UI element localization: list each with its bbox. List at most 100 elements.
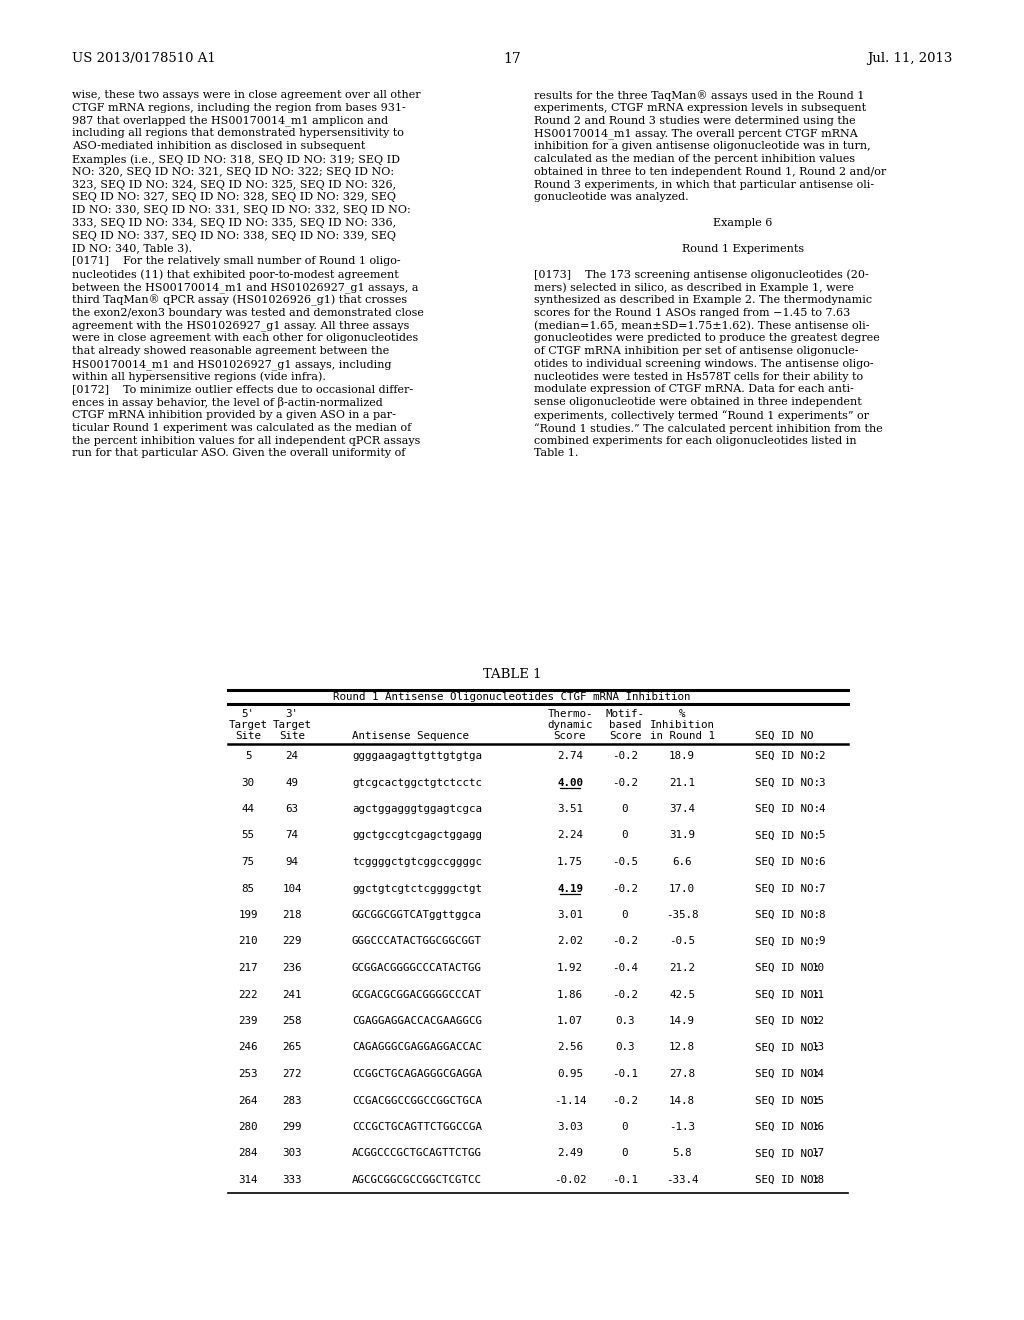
Text: gtcgcactggctgtctcctc: gtcgcactggctgtctcctc xyxy=(352,777,482,788)
Text: nucleotides (11) that exhibited poor-to-modest agreement: nucleotides (11) that exhibited poor-to-… xyxy=(72,269,398,280)
Text: CCGGCTGCAGAGGGCGAGGA: CCGGCTGCAGAGGGCGAGGA xyxy=(352,1069,482,1078)
Text: [0173]    The 173 screening antisense oligonucleotides (20-: [0173] The 173 screening antisense oligo… xyxy=(534,269,868,280)
Text: GGCGGCGGTCATggttggca: GGCGGCGGTCATggttggca xyxy=(352,909,482,920)
Text: nucleotides were tested in Hs578T cells for their ability to: nucleotides were tested in Hs578T cells … xyxy=(534,372,863,381)
Text: %: % xyxy=(679,709,685,719)
Text: 272: 272 xyxy=(283,1069,302,1078)
Text: 44: 44 xyxy=(242,804,255,814)
Text: were in close agreement with each other for oligonucleotides: were in close agreement with each other … xyxy=(72,333,418,343)
Text: 8: 8 xyxy=(818,909,825,920)
Text: 3.01: 3.01 xyxy=(557,909,583,920)
Text: SEQ ID NO:: SEQ ID NO: xyxy=(755,1175,820,1185)
Text: 222: 222 xyxy=(239,990,258,999)
Text: -0.2: -0.2 xyxy=(612,1096,638,1106)
Text: that already showed reasonable agreement between the: that already showed reasonable agreement… xyxy=(72,346,389,356)
Text: -35.8: -35.8 xyxy=(666,909,698,920)
Text: 283: 283 xyxy=(283,1096,302,1106)
Text: 7: 7 xyxy=(818,883,825,894)
Text: 94: 94 xyxy=(286,857,299,867)
Text: US 2013/0178510 A1: US 2013/0178510 A1 xyxy=(72,51,216,65)
Text: TABLE 1: TABLE 1 xyxy=(482,668,542,681)
Text: -0.4: -0.4 xyxy=(612,964,638,973)
Text: 6.6: 6.6 xyxy=(672,857,692,867)
Text: SEQ ID NO:: SEQ ID NO: xyxy=(755,777,820,788)
Text: 2.24: 2.24 xyxy=(557,830,583,841)
Text: Score: Score xyxy=(608,731,641,741)
Text: ticular Round 1 experiment was calculated as the median of: ticular Round 1 experiment was calculate… xyxy=(72,422,412,433)
Text: 210: 210 xyxy=(239,936,258,946)
Text: 15: 15 xyxy=(812,1096,825,1106)
Text: Score: Score xyxy=(554,731,587,741)
Text: 3.03: 3.03 xyxy=(557,1122,583,1133)
Text: Target: Target xyxy=(228,719,267,730)
Text: -0.2: -0.2 xyxy=(612,883,638,894)
Text: -0.2: -0.2 xyxy=(612,751,638,762)
Text: 4.19: 4.19 xyxy=(557,883,583,894)
Text: SEQ ID NO:: SEQ ID NO: xyxy=(755,1016,820,1026)
Text: 3': 3' xyxy=(286,709,299,719)
Text: 14.9: 14.9 xyxy=(669,1016,695,1026)
Text: 0: 0 xyxy=(622,909,629,920)
Text: Target: Target xyxy=(272,719,311,730)
Text: 217: 217 xyxy=(239,964,258,973)
Text: SEQ ID NO: 337, SEQ ID NO: 338, SEQ ID NO: 339, SEQ: SEQ ID NO: 337, SEQ ID NO: 338, SEQ ID N… xyxy=(72,231,396,240)
Text: 5.8: 5.8 xyxy=(672,1148,692,1159)
Text: 0: 0 xyxy=(622,830,629,841)
Text: 14.8: 14.8 xyxy=(669,1096,695,1106)
Text: 5': 5' xyxy=(242,709,255,719)
Text: Motif-: Motif- xyxy=(605,709,644,719)
Text: 323, SEQ ID NO: 324, SEQ ID NO: 325, SEQ ID NO: 326,: 323, SEQ ID NO: 324, SEQ ID NO: 325, SEQ… xyxy=(72,180,396,190)
Text: SEQ ID NO:: SEQ ID NO: xyxy=(755,1122,820,1133)
Text: 17: 17 xyxy=(812,1148,825,1159)
Text: Round 3 experiments, in which that particular antisense oli-: Round 3 experiments, in which that parti… xyxy=(534,180,874,190)
Text: combined experiments for each oligonucleotides listed in: combined experiments for each oligonucle… xyxy=(534,436,857,446)
Text: Round 1 Antisense Oligonucleotides CTGF mRNA Inhibition: Round 1 Antisense Oligonucleotides CTGF … xyxy=(333,692,691,702)
Text: 4.00: 4.00 xyxy=(557,777,583,788)
Text: 987 that overlapped the HS00170014_m1 amplicon and: 987 that overlapped the HS00170014_m1 am… xyxy=(72,116,388,127)
Text: SEQ ID NO: 327, SEQ ID NO: 328, SEQ ID NO: 329, SEQ: SEQ ID NO: 327, SEQ ID NO: 328, SEQ ID N… xyxy=(72,193,396,202)
Text: ggggaagagttgttgtgtga: ggggaagagttgttgtgtga xyxy=(352,751,482,762)
Text: 0.3: 0.3 xyxy=(615,1043,635,1052)
Text: Inhibition: Inhibition xyxy=(649,719,715,730)
Text: 9: 9 xyxy=(818,936,825,946)
Text: ACGGCCCGCTGCAGTTCTGG: ACGGCCCGCTGCAGTTCTGG xyxy=(352,1148,482,1159)
Text: mers) selected in silico, as described in Example 1, were: mers) selected in silico, as described i… xyxy=(534,282,854,293)
Text: 0: 0 xyxy=(622,804,629,814)
Text: 246: 246 xyxy=(239,1043,258,1052)
Text: -0.2: -0.2 xyxy=(612,936,638,946)
Text: 2.74: 2.74 xyxy=(557,751,583,762)
Text: scores for the Round 1 ASOs ranged from −1.45 to 7.63: scores for the Round 1 ASOs ranged from … xyxy=(534,308,850,318)
Text: CCGACGGCCGGCCGGCTGCA: CCGACGGCCGGCCGGCTGCA xyxy=(352,1096,482,1106)
Text: 31.9: 31.9 xyxy=(669,830,695,841)
Text: -0.2: -0.2 xyxy=(612,990,638,999)
Text: -0.1: -0.1 xyxy=(612,1175,638,1185)
Text: SEQ ID NO:: SEQ ID NO: xyxy=(755,909,820,920)
Text: GGGCCCATACTGGCGGCGGT: GGGCCCATACTGGCGGCGGT xyxy=(352,936,482,946)
Text: AGCGCGGCGCCGGCTCGTCC: AGCGCGGCGCCGGCTCGTCC xyxy=(352,1175,482,1185)
Text: 1.86: 1.86 xyxy=(557,990,583,999)
Text: gonucleotide was analyzed.: gonucleotide was analyzed. xyxy=(534,193,688,202)
Text: 199: 199 xyxy=(239,909,258,920)
Text: SEQ ID NO:: SEQ ID NO: xyxy=(755,883,820,894)
Text: 1.07: 1.07 xyxy=(557,1016,583,1026)
Text: Example 6: Example 6 xyxy=(714,218,773,228)
Text: 30: 30 xyxy=(242,777,255,788)
Text: sense oligonucleotide were obtained in three independent: sense oligonucleotide were obtained in t… xyxy=(534,397,862,407)
Text: 258: 258 xyxy=(283,1016,302,1026)
Text: experiments, CTGF mRNA expression levels in subsequent: experiments, CTGF mRNA expression levels… xyxy=(534,103,866,112)
Text: 13: 13 xyxy=(812,1043,825,1052)
Text: the exon2/exon3 boundary was tested and demonstrated close: the exon2/exon3 boundary was tested and … xyxy=(72,308,424,318)
Text: 21.1: 21.1 xyxy=(669,777,695,788)
Text: Examples (i.e., SEQ ID NO: 318, SEQ ID NO: 319; SEQ ID: Examples (i.e., SEQ ID NO: 318, SEQ ID N… xyxy=(72,154,400,165)
Text: ID NO: 330, SEQ ID NO: 331, SEQ ID NO: 332, SEQ ID NO:: ID NO: 330, SEQ ID NO: 331, SEQ ID NO: 3… xyxy=(72,205,411,215)
Text: Round 2 and Round 3 studies were determined using the: Round 2 and Round 3 studies were determi… xyxy=(534,116,856,125)
Text: HS00170014_m1 and HS01026927_g1 assays, including: HS00170014_m1 and HS01026927_g1 assays, … xyxy=(72,359,391,370)
Text: third TaqMan® qPCR assay (HS01026926_g1) that crosses: third TaqMan® qPCR assay (HS01026926_g1)… xyxy=(72,294,408,306)
Text: CTGF mRNA regions, including the region from bases 931-: CTGF mRNA regions, including the region … xyxy=(72,103,406,112)
Text: Site: Site xyxy=(279,731,305,741)
Text: Thermo-: Thermo- xyxy=(547,709,593,719)
Text: 3.51: 3.51 xyxy=(557,804,583,814)
Text: 0: 0 xyxy=(622,1148,629,1159)
Text: 42.5: 42.5 xyxy=(669,990,695,999)
Text: -33.4: -33.4 xyxy=(666,1175,698,1185)
